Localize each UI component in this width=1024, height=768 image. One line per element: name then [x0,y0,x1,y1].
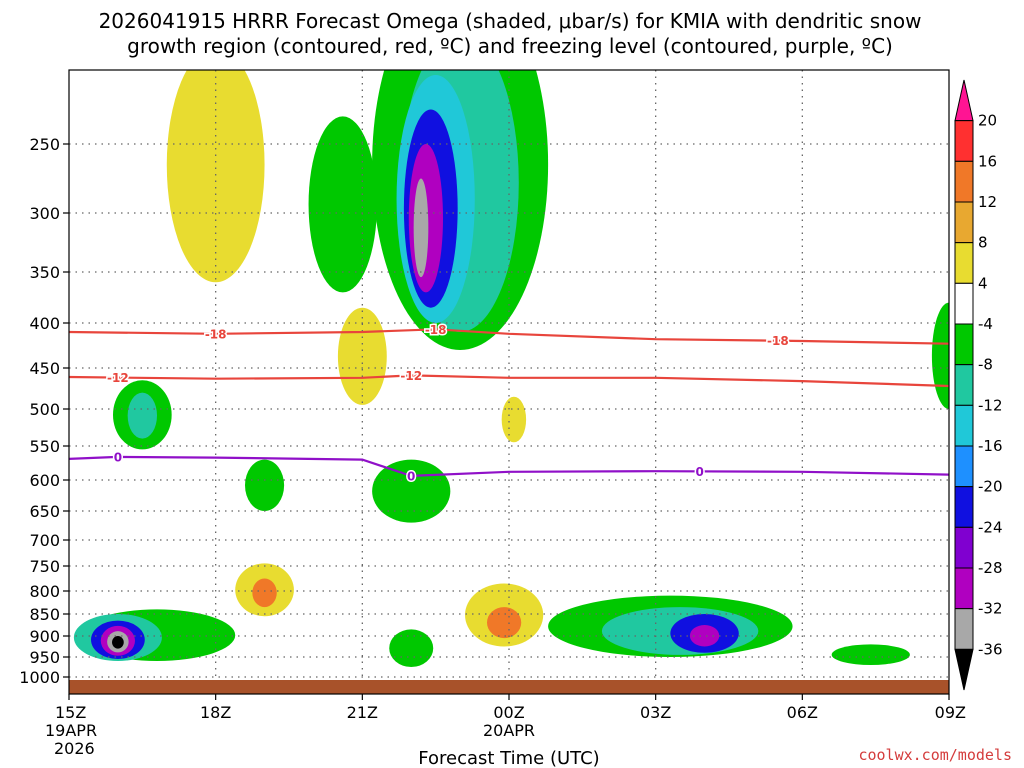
omega-area-red-low-right [487,607,522,639]
y-tick-label-300: 300 [29,204,60,223]
y-tick-label-600: 600 [29,471,60,490]
x-tick-label-00Z: 00Z [493,703,524,722]
colorbar-label-2: 12 [978,193,997,211]
colorbar-label-7: -12 [978,396,1003,414]
colorbar-label-0: 20 [978,112,997,130]
omega-area-green-edge-right [931,302,949,409]
y-tick-label-450: 450 [29,359,60,378]
colorbar-swatch-2 [954,160,974,203]
omega-area-orange-mid-right [501,396,527,443]
contour-label-dgz-top-2: -18 [767,334,789,348]
contour-label-freezing-level-1: 0 [407,469,415,483]
omega-area-green-top-left [308,116,377,293]
colorbar-label-11: -28 [978,559,1003,577]
omega-area-upper-orange-left [166,70,265,283]
x-tick-year-15Z: 2026 [54,739,95,758]
colorbar-label-6: -8 [978,356,993,374]
colorbar-swatch-10 [954,486,974,528]
colorbar-label-10: -24 [978,518,1003,536]
y-tick-label-400: 400 [29,314,60,333]
contour-label-dgz-bottom-0: -12 [107,371,129,385]
grid-lines [69,70,949,680]
omega-area-black-surface-left [112,636,124,649]
y-tick-label-750: 750 [29,557,60,576]
contour-dgz-top [69,328,949,345]
colorbar-swatch-12 [954,567,974,610]
y-tick-label-900: 900 [29,627,60,646]
contour-label-freezing-level-2: 0 [695,465,703,479]
colorbar-swatch-11 [954,526,974,569]
y-tick-label-850: 850 [29,605,60,624]
colorbar-swatch-8 [954,404,974,447]
ground-bar [69,680,949,694]
x-tick-label-06Z: 06Z [787,703,818,722]
y-tick-label-550: 550 [29,437,60,456]
contour-dgz-bottom [69,374,949,388]
colorbar-label-5: -4 [978,315,993,333]
colorbar-swatch-13 [954,608,974,650]
x-tick-label-18Z: 18Z [200,703,231,722]
contour-label-dgz-top-0: -18 [205,327,227,341]
omega-area-red-low-mid [252,578,277,608]
omega-area-yellow-upper-right-2 [592,236,651,393]
colorbar-swatch-5 [954,282,974,325]
chart-title-line-2: growth region (contoured, red, ºC) and f… [127,34,893,58]
y-tick-label-800: 800 [29,582,60,601]
y-tick-label-250: 250 [29,135,60,154]
omega-area-green-mid-small [244,459,285,511]
omega-area-teal-left-mid [127,392,157,439]
x-axis-label: Forecast Time (UTC) [418,748,599,768]
omega-area-yellow-low-left [88,516,246,592]
x-tick-label-15Z: 15Z [55,703,86,722]
colorbar-swatch-3 [954,201,974,244]
colorbar-label-4: 4 [978,274,988,292]
contour-label-freezing-level-0: 0 [114,450,122,464]
omega-area-gray-core [413,178,429,278]
colorbar-label-12: -32 [978,600,1003,618]
omega-area-purple-surface-right [689,625,720,647]
colorbar-label-1: 16 [978,152,997,170]
contour-label-dgz-top-1: -18 [425,323,447,337]
colorbar-swatch-7 [954,364,974,406]
x-tick-label-09Z: 09Z [935,703,966,722]
colorbar-swatch-1 [954,120,974,162]
y-axis: 250 300 350 400 450 500 550 600 650 700 750 800 850 9… [19,135,69,687]
colorbar-label-9: -20 [978,478,1003,496]
y-tick-label-500: 500 [29,400,60,419]
temperature-contours [69,328,949,478]
colorbar-label-3: 8 [978,234,988,252]
omega-area-green-surface-small [389,629,434,667]
colorbar: 20 16 12 8 4 -4 -8 -12 -16 -20 -24 -28 -32 -36 [954,79,1003,691]
colorbar-label-8: -16 [978,437,1003,455]
x-tick-date-15Z: 19APR [45,721,97,740]
y-tick-label-650: 650 [29,502,60,521]
x-tick-label-21Z: 21Z [347,703,378,722]
contour-labels: -18 -18 -18 -12 -12 0 0 0 [106,321,791,485]
y-tick-label-350: 350 [29,263,60,282]
colorbar-cap-bottom [954,648,974,691]
chart-title-line-1: 2026041915 HRRR Forecast Omega (shaded, … [99,9,922,33]
colorbar-swatch-9 [954,445,974,488]
credit-text: coolwx.com/models [858,746,1012,764]
colorbar-cap-top [954,79,974,122]
omega-area-green-surface-far [831,644,910,665]
y-tick-label-1000: 1000 [19,668,60,687]
contour-label-dgz-bottom-1: -12 [400,369,422,383]
omega-area-yellow-upper-right [572,70,641,213]
contour-freezing-level [69,455,949,478]
colorbar-label-13: -36 [978,640,1003,658]
y-tick-label-700: 700 [29,531,60,550]
y-tick-label-950: 950 [29,648,60,667]
colorbar-swatch-6 [954,323,974,366]
colorbar-swatch-4 [954,242,974,284]
x-tick-label-03Z: 03Z [640,703,671,722]
x-tick-date-00Z: 20APR [483,721,535,740]
